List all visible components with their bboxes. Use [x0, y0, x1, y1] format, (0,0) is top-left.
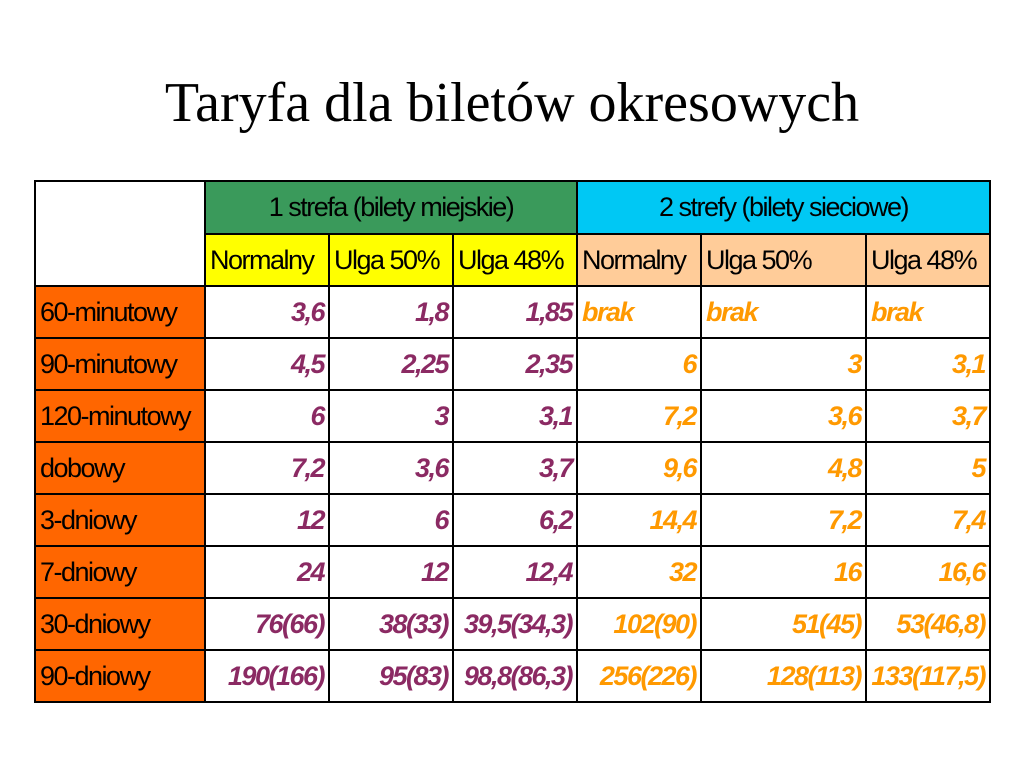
fare-cell: 1,8: [328, 285, 454, 339]
fare-cell: 256(226): [576, 649, 702, 703]
row-label: 30-dniowy: [34, 597, 206, 651]
table-row: 7-dniowy 24 12 12,4 32 16 16,6: [34, 545, 991, 599]
subheader-cell: Ulga 48%: [452, 233, 578, 287]
fare-cell: 39,5(34,3): [452, 597, 578, 651]
fare-cell: 6: [576, 337, 702, 391]
row-label: 90-minutowy: [34, 337, 206, 391]
fare-cell: 7,2: [576, 389, 702, 443]
subheader-cell: Ulga 50%: [700, 233, 867, 287]
fare-cell: 3,7: [452, 441, 578, 495]
fare-cell: 32: [576, 545, 702, 599]
fare-cell: 7,2: [204, 441, 330, 495]
row-label: 7-dniowy: [34, 545, 206, 599]
subheader-cell: Ulga 48%: [865, 233, 991, 287]
group-header-row: 1 strefa (bilety miejskie) 2 strefy (bil…: [34, 180, 991, 287]
fare-cell: 5: [865, 441, 991, 495]
fare-cell: 102(90): [576, 597, 702, 651]
group-header-zone-2: 2 strefy (bilety sieciowe): [576, 180, 991, 235]
fare-cell: 6: [328, 493, 454, 547]
table-row: 3-dniowy 12 6 6,2 14,4 7,2 7,4: [34, 493, 991, 547]
fare-cell: 3,1: [452, 389, 578, 443]
fare-cell: brak: [576, 285, 702, 339]
fare-cell: 1,85: [452, 285, 578, 339]
fare-cell: 3,1: [865, 337, 991, 391]
fare-table: 1 strefa (bilety miejskie) 2 strefy (bil…: [34, 180, 991, 703]
fare-cell: 3: [700, 337, 867, 391]
fare-cell: 98,8(86,3): [452, 649, 578, 703]
subheader-cell: Normalny: [576, 233, 702, 287]
fare-cell: 16,6: [865, 545, 991, 599]
fare-cell: 190(166): [204, 649, 330, 703]
subheader-cell: Ulga 50%: [328, 233, 454, 287]
fare-cell: 38(33): [328, 597, 454, 651]
fare-cell: 4,8: [700, 441, 867, 495]
fare-cell: 133(117,5): [865, 649, 991, 703]
fare-cell: 12: [328, 545, 454, 599]
slide-title: Taryfa dla biletów okresowych: [164, 72, 860, 134]
fare-cell: 76(66): [204, 597, 330, 651]
fare-cell: 7,4: [865, 493, 991, 547]
fare-cell: 2,35: [452, 337, 578, 391]
fare-cell: 12: [204, 493, 330, 547]
table-row: dobowy 7,2 3,6 3,7 9,6 4,8 5: [34, 441, 991, 495]
fare-cell: 3,7: [865, 389, 991, 443]
fare-cell: 53(46,8): [865, 597, 991, 651]
fare-cell: 16: [700, 545, 867, 599]
fare-cell: 3,6: [700, 389, 867, 443]
row-label: dobowy: [34, 441, 206, 495]
fare-cell: 3: [328, 389, 454, 443]
fare-cell: 9,6: [576, 441, 702, 495]
fare-cell: 7,2: [700, 493, 867, 547]
fare-cell: 128(113): [700, 649, 867, 703]
fare-cell: 24: [204, 545, 330, 599]
fare-cell: brak: [700, 285, 867, 339]
table-row: 30-dniowy 76(66) 38(33) 39,5(34,3) 102(9…: [34, 597, 991, 651]
fare-cell: 4,5: [204, 337, 330, 391]
group-header-zone-1: 1 strefa (bilety miejskie): [204, 180, 578, 235]
fare-cell: 95(83): [328, 649, 454, 703]
fare-cell: 51(45): [700, 597, 867, 651]
row-label: 120-minutowy: [34, 389, 206, 443]
fare-cell: 14,4: [576, 493, 702, 547]
table-row: 60-minutowy 3,6 1,8 1,85 brak brak brak: [34, 285, 991, 339]
subheader-row: Normalny Ulga 50% Ulga 48% Normalny Ulga…: [35, 233, 991, 287]
subheader-cell: Normalny: [204, 233, 330, 287]
corner-cell: [34, 180, 206, 287]
fare-cell: 6,2: [452, 493, 578, 547]
fare-cell: 3,6: [204, 285, 330, 339]
fare-cell: 12,4: [452, 545, 578, 599]
row-label: 3-dniowy: [34, 493, 206, 547]
fare-cell: 2,25: [328, 337, 454, 391]
table-row: 90-dniowy 190(166) 95(83) 98,8(86,3) 256…: [34, 649, 991, 703]
table-row: 90-minutowy 4,5 2,25 2,35 6 3 3,1: [34, 337, 991, 391]
table-row: 120-minutowy 6 3 3,1 7,2 3,6 3,7: [34, 389, 991, 443]
fare-cell: 6: [204, 389, 330, 443]
row-label: 60-minutowy: [34, 285, 206, 339]
fare-cell: 3,6: [328, 441, 454, 495]
row-label: 90-dniowy: [34, 649, 206, 703]
fare-cell: brak: [865, 285, 991, 339]
